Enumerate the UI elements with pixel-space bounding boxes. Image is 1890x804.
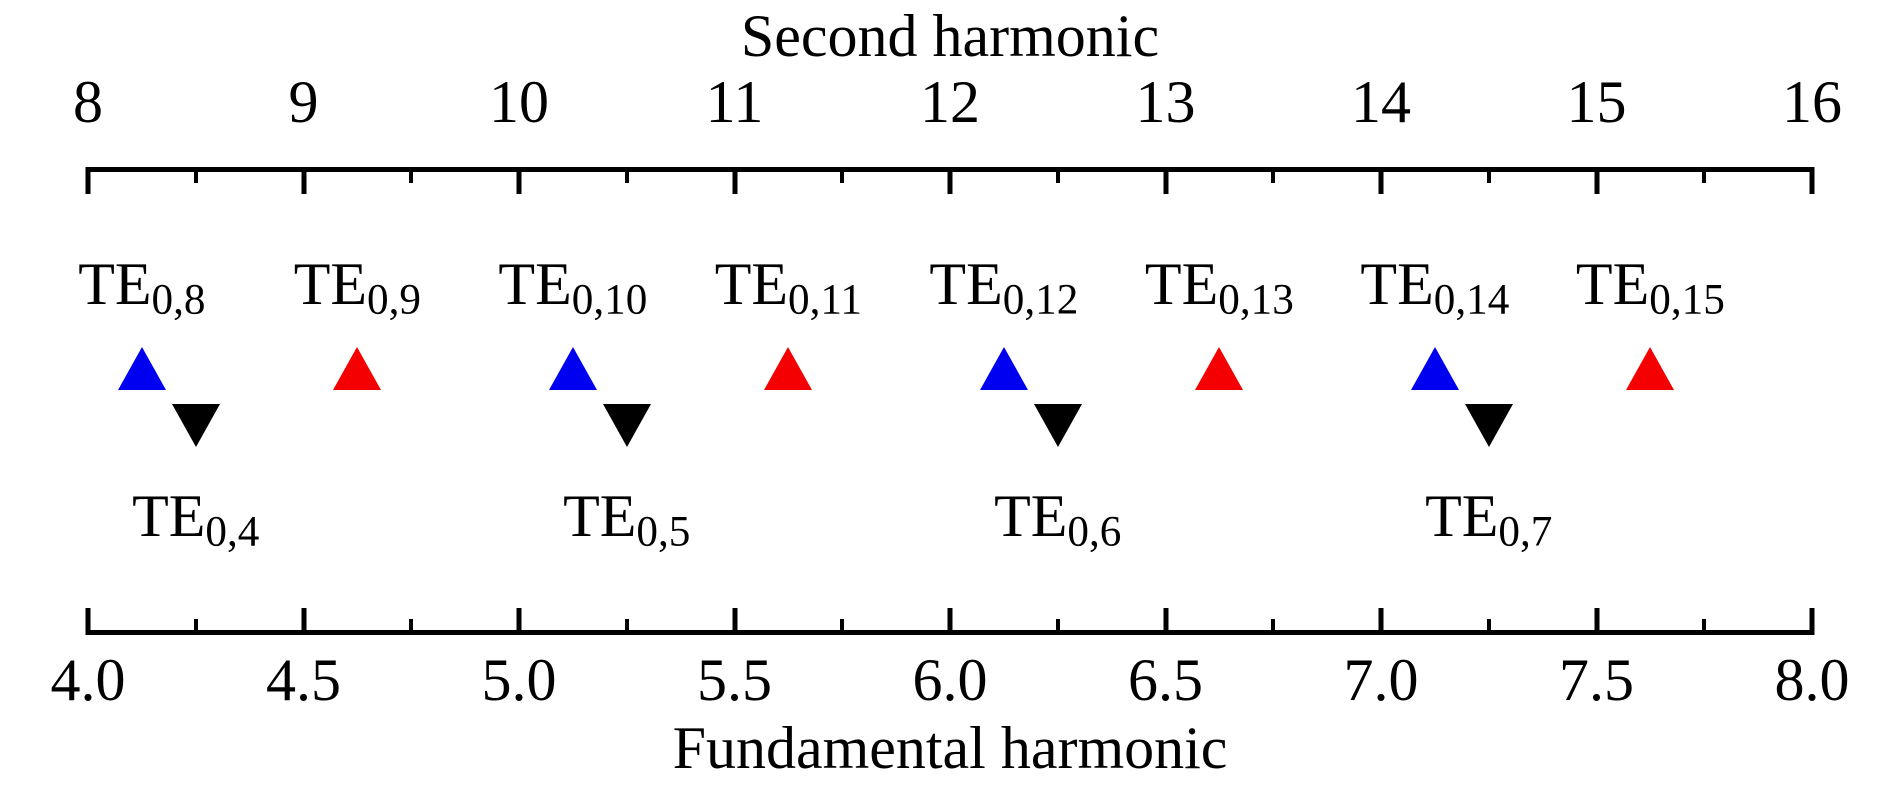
bottom-axis-major-tick xyxy=(732,608,737,635)
bottom-axis-minor-tick xyxy=(840,619,845,635)
bottom-axis-tick-label: 5.5 xyxy=(697,647,772,713)
triangle-up-marker xyxy=(1410,347,1459,390)
top-axis-minor-tick xyxy=(409,167,414,183)
top-axis-minor-tick xyxy=(1271,167,1276,183)
bottom-axis-line xyxy=(88,630,1812,635)
top-axis-major-tick xyxy=(1809,167,1815,194)
triangle-up-marker xyxy=(117,347,166,390)
triangle-down-marker xyxy=(1464,404,1513,447)
mode-label: TE0,8 xyxy=(78,251,206,324)
mode-label: TE0,9 xyxy=(293,251,422,324)
top-axis-tick-label: 8 xyxy=(73,69,103,135)
triangle-up-marker xyxy=(333,347,382,390)
top-axis-major-tick xyxy=(516,167,522,194)
top-axis-minor-tick xyxy=(193,167,198,183)
top-axis-tick-label: 15 xyxy=(1566,69,1627,135)
bottom-axis-tick-label: 8.0 xyxy=(1774,647,1850,713)
triangle-up-marker xyxy=(548,347,597,390)
top-axis-major-tick xyxy=(732,167,737,194)
mode-label: TE0,14 xyxy=(1360,251,1510,324)
bottom-axis-major-tick xyxy=(1163,608,1168,635)
top-axis-tick-label: 12 xyxy=(920,69,980,135)
mode-label: TE0,11 xyxy=(714,251,863,324)
bottom-axis-tick-label: 4.5 xyxy=(266,647,341,713)
mode-label: TE0,6 xyxy=(994,483,1122,556)
top-axis-major-tick xyxy=(1378,167,1384,194)
bottom-axis-major-tick xyxy=(1378,608,1384,635)
triangle-up-marker xyxy=(979,347,1028,390)
mode-label: TE0,5 xyxy=(563,483,691,556)
bottom-axis-major-tick xyxy=(301,608,306,635)
bottom-axis-major-tick xyxy=(947,608,953,635)
bottom-axis-minor-tick xyxy=(1055,619,1060,635)
top-axis-minor-tick xyxy=(1486,167,1491,183)
mode-label: TE0,15 xyxy=(1575,251,1725,324)
top-axis-title: Second harmonic xyxy=(740,3,1160,69)
top-axis-major-tick xyxy=(1163,167,1168,194)
mode-label: TE0,10 xyxy=(498,251,648,324)
bottom-axis-minor-tick xyxy=(624,619,629,635)
top-axis-minor-tick xyxy=(1702,167,1707,183)
top-axis-tick-label: 14 xyxy=(1351,69,1411,135)
top-axis-major-tick xyxy=(947,167,953,194)
triangle-down-marker xyxy=(602,404,651,447)
top-axis-tick-label: 10 xyxy=(489,69,549,135)
bottom-axis-tick-label: 6.0 xyxy=(912,647,988,713)
bottom-axis-major-tick xyxy=(1594,608,1599,635)
bottom-axis-major-tick xyxy=(1809,608,1815,635)
top-axis-tick-label: 9 xyxy=(288,69,319,135)
triangle-down-marker xyxy=(171,404,220,447)
mode-label: TE0,12 xyxy=(929,251,1079,324)
triangle-up-marker xyxy=(764,347,813,390)
top-axis-major-tick xyxy=(85,167,91,194)
bottom-axis-major-tick xyxy=(516,608,522,635)
mode-label: TE0,13 xyxy=(1144,251,1294,324)
bottom-axis-major-tick xyxy=(85,608,91,635)
top-axis-minor-tick xyxy=(624,167,629,183)
bottom-axis-minor-tick xyxy=(1486,619,1491,635)
top-axis-major-tick xyxy=(301,167,306,194)
triangle-up-marker xyxy=(1626,347,1675,390)
mode-label: TE0,4 xyxy=(132,483,260,556)
bottom-axis-minor-tick xyxy=(1702,619,1707,635)
bottom-axis-minor-tick xyxy=(193,619,198,635)
bottom-axis-tick-label: 5.0 xyxy=(481,647,557,713)
triangle-up-marker xyxy=(1195,347,1244,390)
bottom-axis-minor-tick xyxy=(1271,619,1276,635)
triangle-down-marker xyxy=(1033,404,1082,447)
top-axis-major-tick xyxy=(1594,167,1599,194)
bottom-axis-tick-label: 6.5 xyxy=(1128,647,1203,713)
bottom-axis-tick-label: 7.0 xyxy=(1343,647,1419,713)
top-axis-minor-tick xyxy=(840,167,845,183)
bottom-axis-tick-label: 4.0 xyxy=(50,647,126,713)
bottom-axis-title: Fundamental harmonic xyxy=(672,715,1228,781)
bottom-axis-tick-label: 7.5 xyxy=(1559,647,1634,713)
top-axis-minor-tick xyxy=(1055,167,1060,183)
top-axis-tick-label: 13 xyxy=(1135,69,1196,135)
bottom-axis-minor-tick xyxy=(409,619,414,635)
top-axis-tick-label: 16 xyxy=(1782,69,1842,135)
top-axis-tick-label: 11 xyxy=(705,69,764,135)
mode-label: TE0,7 xyxy=(1425,483,1553,556)
